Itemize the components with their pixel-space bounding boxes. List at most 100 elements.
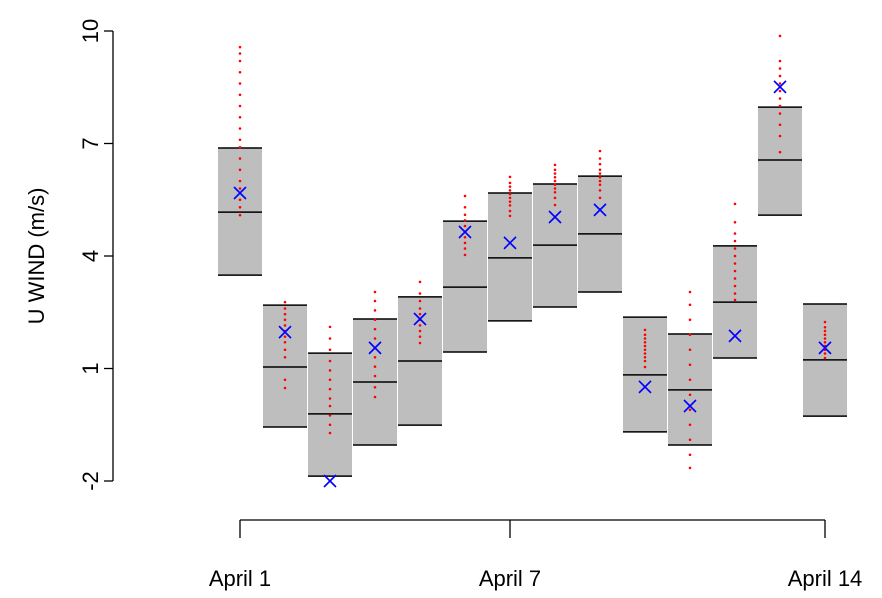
- ensemble-dot: [328, 423, 332, 427]
- day-group: [758, 34, 802, 216]
- ensemble-dot: [643, 365, 647, 369]
- day-group: [623, 316, 667, 433]
- ensemble-dot: [598, 183, 602, 187]
- ensemble-dot: [508, 204, 512, 207]
- observed-marker: [233, 186, 247, 200]
- observed-marker: [278, 325, 292, 339]
- ensemble-dot: [283, 378, 287, 382]
- ensemble-dot: [373, 365, 377, 368]
- ensemble-dot: [283, 348, 287, 352]
- ensemble-dot: [238, 145, 242, 149]
- ensemble-dot: [643, 355, 647, 359]
- ensemble-dot: [553, 183, 557, 187]
- ensemble-dot: [373, 385, 377, 389]
- observed-marker: [638, 380, 652, 394]
- y-tick-label: -2: [78, 471, 103, 491]
- day-group: [443, 194, 487, 353]
- ensemble-dot: [463, 235, 467, 239]
- ensemble-dot: [688, 348, 692, 352]
- ensemble-dot: [778, 150, 782, 154]
- ensemble-dot: [508, 181, 512, 185]
- ensemble-dot: [553, 168, 557, 172]
- ensemble-dot: [598, 168, 602, 172]
- ensemble-dot: [553, 179, 557, 183]
- ensemble-dot: [238, 198, 242, 202]
- ensemble-dot: [598, 189, 602, 192]
- ensemble-dot: [463, 247, 467, 250]
- ensemble-dot: [373, 299, 377, 303]
- ensemble-dot: [238, 168, 242, 172]
- x-tick-label: April 14: [788, 566, 863, 591]
- ensemble-dot: [733, 284, 737, 288]
- observed-marker: [503, 236, 517, 250]
- ensemble-dot: [598, 149, 602, 153]
- x-tick-label: April 1: [209, 566, 271, 591]
- ensemble-dot: [238, 138, 242, 142]
- ensemble-dot: [733, 220, 737, 224]
- ensemble-dot: [373, 318, 377, 322]
- x-tick-label: April 7: [479, 566, 541, 591]
- ensemble-dot: [823, 356, 827, 360]
- ensemble-dot: [418, 324, 422, 327]
- ensemble-dot: [508, 192, 512, 196]
- ensemble-dot: [688, 408, 692, 412]
- ensemble-dot: [778, 34, 782, 38]
- observed-marker: [683, 399, 697, 413]
- ensemble-dot: [823, 320, 827, 324]
- ensemble-dot: [733, 232, 737, 235]
- ensemble-dot: [733, 292, 737, 295]
- ensemble-dot: [283, 307, 287, 310]
- ensemble-dot: [238, 93, 242, 97]
- ensemble-dot: [733, 202, 737, 206]
- y-axis-label: U WIND (m/s): [24, 188, 49, 325]
- ensemble-dot: [373, 374, 377, 378]
- ensemble-dot: [778, 104, 782, 108]
- day-group: [263, 300, 307, 428]
- y-tick-label: 1: [78, 362, 103, 374]
- ensemble-dot: [778, 74, 782, 78]
- ensemble-dot: [823, 340, 827, 344]
- ensemble-dot: [553, 172, 557, 175]
- ensemble-dot: [328, 325, 332, 329]
- ensemble-dot: [553, 187, 557, 190]
- ensemble-dot: [778, 67, 782, 70]
- ensemble-dot: [823, 329, 827, 333]
- ensemble-dot: [238, 45, 242, 49]
- ensemble-dot: [823, 333, 827, 337]
- ensemble-dot: [598, 172, 602, 175]
- ensemble-dot: [643, 344, 647, 348]
- range-box: [263, 305, 307, 427]
- ensemble-dot: [508, 200, 512, 203]
- ensemble-dot: [778, 89, 782, 93]
- observed-marker: [458, 225, 472, 239]
- ensemble-dot: [418, 280, 422, 284]
- ensemble-dot: [508, 209, 512, 213]
- ensemble-dot: [238, 187, 242, 190]
- ensemble-dot: [238, 157, 242, 160]
- ensemble-dot: [733, 298, 737, 302]
- ensemble-dot: [508, 185, 512, 188]
- ensemble-dot: [598, 157, 602, 160]
- ensemble-dot: [283, 355, 287, 359]
- ensemble-dot: [463, 213, 467, 217]
- ensemble-dot: [328, 359, 332, 363]
- ensemble-dot: [553, 196, 557, 200]
- ensemble-dot: [778, 123, 782, 127]
- ensemble-dot: [643, 340, 647, 344]
- day-group: [533, 163, 577, 308]
- ensemble-dot: [778, 134, 782, 138]
- ensemble-dot: [463, 224, 467, 228]
- ensemble-dot: [643, 359, 647, 363]
- ensemble-dot: [418, 292, 422, 295]
- ensemble-dot: [733, 239, 737, 243]
- ensemble-dot: [328, 404, 332, 408]
- ensemble-dot: [733, 254, 737, 258]
- ensemble-dot: [733, 269, 737, 273]
- y-tick-label: 7: [78, 137, 103, 149]
- range-box: [758, 107, 802, 216]
- day-group: [308, 325, 352, 488]
- ensemble-dot: [688, 318, 692, 322]
- ensemble-dot: [328, 397, 332, 400]
- ensemble-dot: [688, 363, 692, 367]
- ensemble-dot: [553, 203, 557, 207]
